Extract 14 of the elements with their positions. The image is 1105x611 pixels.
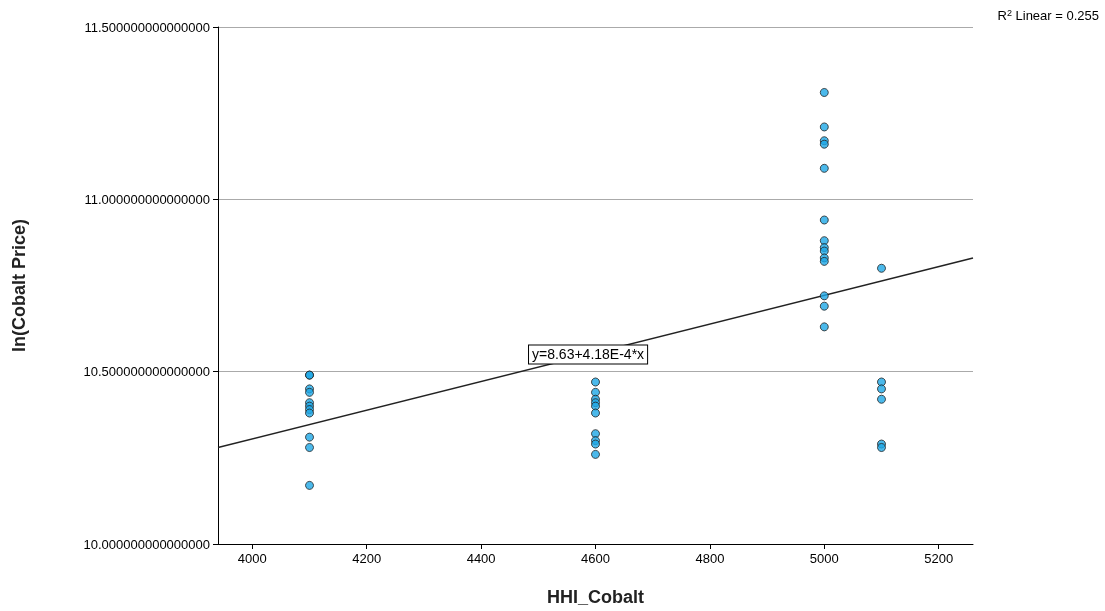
x-tick-label: 4400 xyxy=(466,551,496,566)
x-tick-label: 4800 xyxy=(695,551,725,566)
y-tick-label: 11.500000000000000 xyxy=(84,19,210,35)
y-tick-label: 10.500000000000000 xyxy=(83,364,210,380)
annotation: y=8.63+4.18E-4*x xyxy=(532,346,645,363)
x-tick-label: 5200 xyxy=(924,551,954,566)
y-tick-label: 10.000000000000000 xyxy=(83,536,210,552)
x-axis-title: HHI_Cobalt xyxy=(546,587,645,607)
y-tick-label: 11.000000000000000 xyxy=(84,191,210,207)
x-tick-label: 4600 xyxy=(581,551,610,566)
x-tick-label: 4000 xyxy=(237,551,267,566)
x-tick-label: 5000 xyxy=(809,551,839,566)
x-tick-label: 4200 xyxy=(352,551,382,566)
y-axis-title: ln(Cobalt Price) xyxy=(9,218,29,353)
